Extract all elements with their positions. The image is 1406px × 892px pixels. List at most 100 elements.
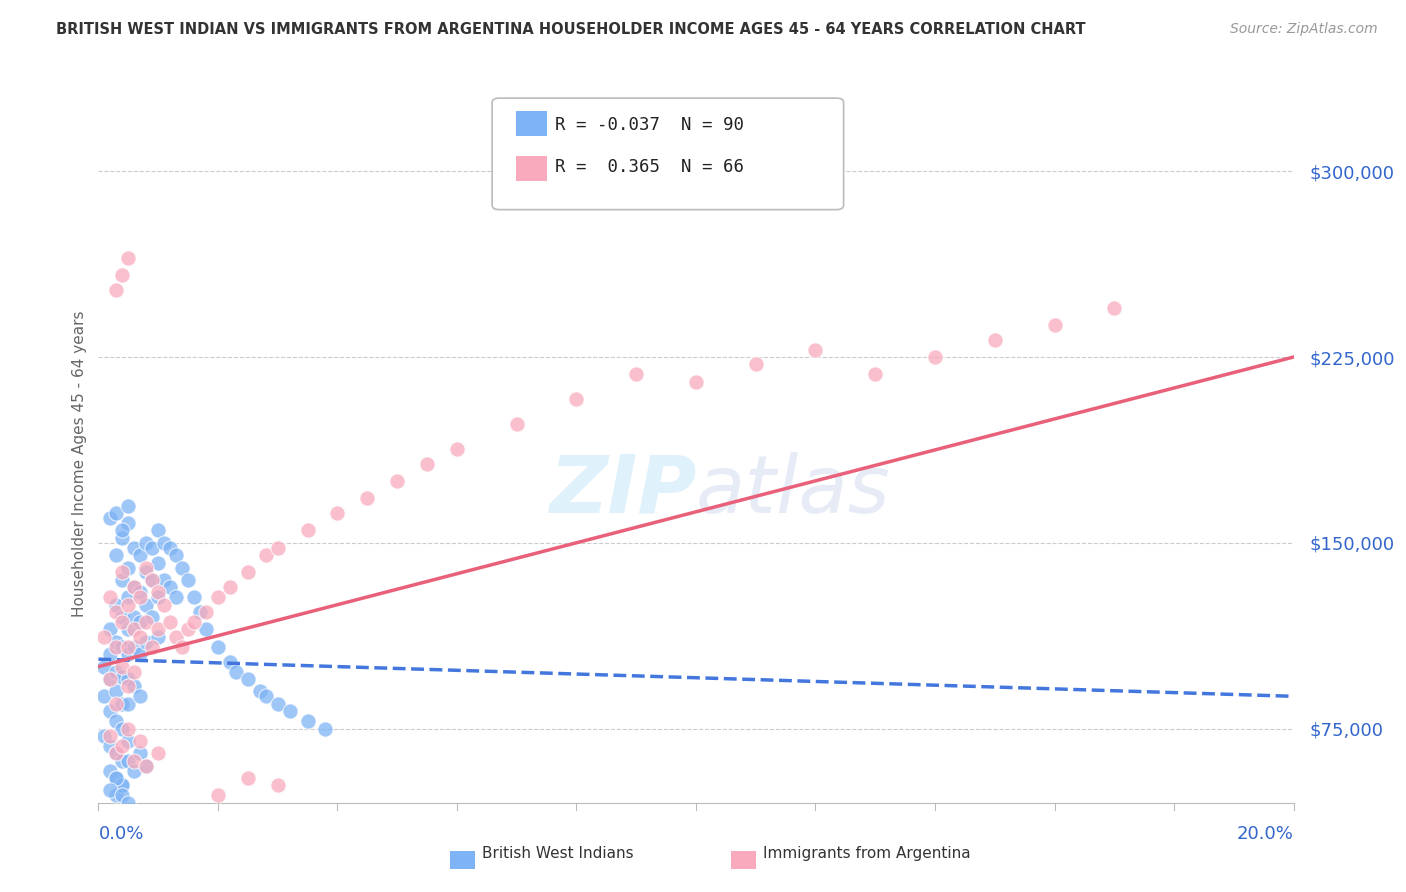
Point (385, 474, 409, 488)
Point (165, 591, 187, 605)
Point (148, 630, 170, 644)
Point (105, 283, 128, 297)
Point (117, 754, 139, 768)
Point (98, 729, 122, 743)
Point (141, 573, 163, 587)
Point (177, 573, 200, 587)
Point (416, 457, 439, 471)
Point (236, 566, 259, 580)
Point (111, 697, 134, 711)
Point (105, 771, 128, 785)
Text: Immigrants from Argentina: Immigrants from Argentina (763, 847, 972, 861)
Point (111, 640, 134, 654)
Point (983, 333, 1005, 347)
Point (98, 672, 122, 686)
Point (135, 758, 157, 772)
Point (278, 704, 301, 718)
Point (249, 684, 271, 698)
Point (111, 573, 134, 587)
Point (105, 640, 128, 654)
Point (129, 690, 152, 704)
Point (124, 764, 146, 778)
Point (297, 524, 319, 538)
Point (153, 598, 176, 612)
Point (172, 640, 194, 654)
Point (183, 615, 205, 629)
Y-axis label: Householder Income Ages 45 - 64 years: Householder Income Ages 45 - 64 years (72, 310, 87, 617)
Point (183, 591, 205, 605)
Point (207, 789, 229, 803)
Point (117, 722, 139, 736)
Point (117, 591, 139, 605)
Point (124, 610, 146, 624)
Point (117, 516, 139, 530)
Point (254, 548, 277, 562)
Text: BRITISH WEST INDIAN VS IMMIGRANTS FROM ARGENTINA HOUSEHOLDER INCOME AGES 45 - 64: BRITISH WEST INDIAN VS IMMIGRANTS FROM A… (56, 22, 1085, 37)
Point (446, 442, 468, 456)
Point (141, 573, 163, 587)
Point (297, 714, 319, 728)
Point (159, 615, 181, 629)
Point (148, 623, 170, 637)
Point (177, 623, 200, 637)
Point (159, 580, 181, 594)
Point (93, 659, 115, 673)
Point (267, 541, 290, 555)
Point (745, 358, 768, 372)
Point (105, 697, 128, 711)
Point (129, 548, 152, 562)
Point (207, 640, 229, 654)
Point (124, 665, 146, 679)
Point (129, 746, 152, 760)
Point (565, 392, 588, 406)
Point (219, 580, 242, 594)
Point (117, 796, 139, 810)
Point (194, 623, 218, 637)
Point (188, 605, 211, 619)
Point (124, 640, 146, 654)
Point (111, 615, 134, 629)
Point (219, 655, 242, 669)
Point (98, 511, 122, 525)
Point (105, 746, 128, 760)
Point (236, 672, 259, 686)
Text: atlas: atlas (696, 452, 891, 530)
Point (124, 623, 146, 637)
Point (135, 615, 157, 629)
Point (111, 739, 134, 753)
Point (111, 524, 134, 538)
Point (105, 506, 128, 520)
Point (135, 758, 157, 772)
Text: ZIP: ZIP (548, 452, 696, 530)
Point (124, 580, 146, 594)
Point (105, 714, 128, 728)
Point (117, 672, 139, 686)
Point (117, 598, 139, 612)
Point (141, 541, 163, 555)
Point (135, 535, 157, 549)
Point (153, 535, 176, 549)
Point (506, 417, 529, 431)
Point (129, 734, 152, 748)
Point (93, 729, 115, 743)
Point (129, 630, 152, 644)
Point (685, 375, 707, 389)
Point (111, 754, 134, 768)
Point (135, 635, 157, 649)
Point (111, 566, 134, 580)
Point (624, 368, 647, 382)
Point (93, 690, 115, 704)
Point (117, 697, 139, 711)
Point (148, 585, 170, 599)
Text: R = -0.037  N = 90: R = -0.037 N = 90 (555, 116, 744, 134)
Point (105, 771, 128, 785)
Point (117, 560, 139, 574)
Text: 0.0%: 0.0% (98, 825, 143, 843)
Point (159, 541, 181, 555)
Point (98, 704, 122, 718)
Point (141, 640, 163, 654)
Point (153, 573, 176, 587)
Point (117, 734, 139, 748)
Point (124, 541, 146, 555)
Point (129, 585, 152, 599)
